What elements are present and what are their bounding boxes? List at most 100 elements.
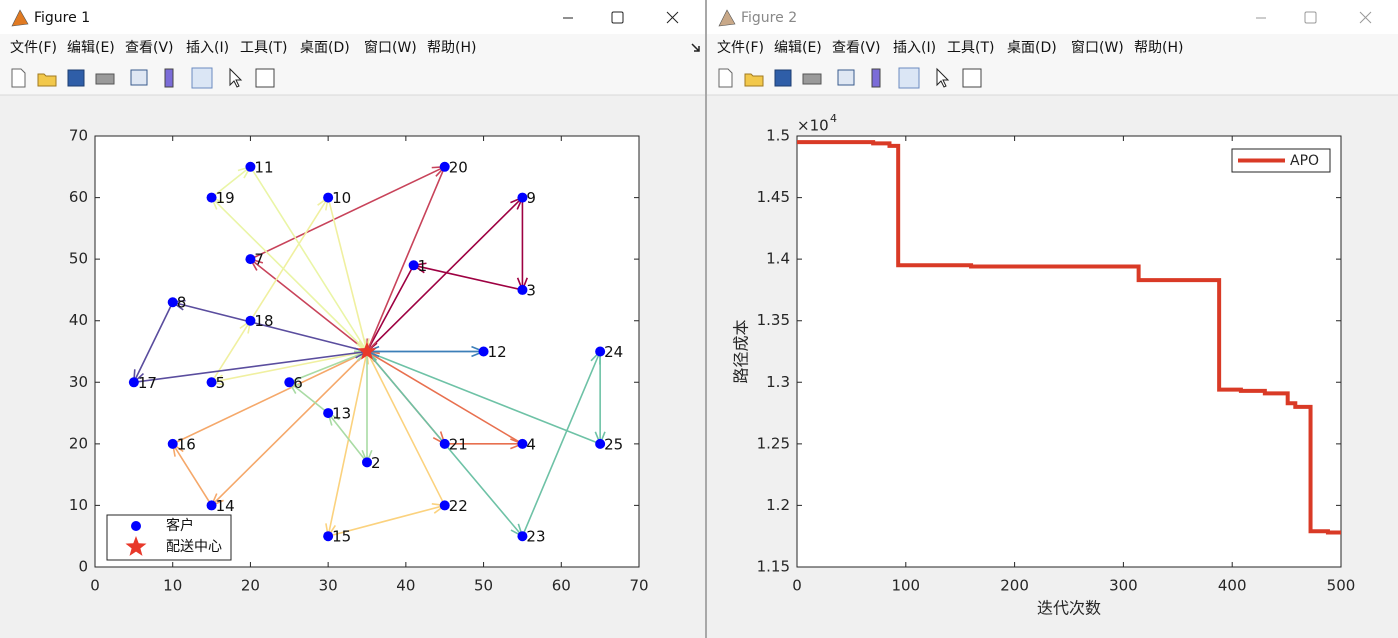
x-tick-label: 500 bbox=[1327, 577, 1356, 595]
menu-item[interactable]: 窗口(W) bbox=[1071, 39, 1124, 56]
menu-item[interactable]: 桌面(D) bbox=[1007, 40, 1057, 56]
y-tick-label: 60 bbox=[69, 188, 88, 206]
y-tick-label: 1.3 bbox=[766, 373, 790, 391]
y-tick-label: 1.5 bbox=[766, 127, 790, 145]
point-label: 9 bbox=[526, 189, 536, 207]
property-icon[interactable] bbox=[255, 68, 275, 88]
maximize-button[interactable] bbox=[611, 11, 624, 24]
legend-marker bbox=[125, 536, 147, 556]
customer-point bbox=[595, 346, 606, 357]
x-tick-label: 10 bbox=[163, 577, 182, 595]
open-icon[interactable] bbox=[37, 73, 57, 87]
y-tick-label: 50 bbox=[69, 250, 88, 268]
save-icon[interactable] bbox=[774, 69, 792, 87]
print-icon[interactable] bbox=[95, 73, 115, 85]
pointer-icon[interactable] bbox=[936, 67, 950, 88]
x-tick-label: 400 bbox=[1218, 577, 1247, 595]
point-label: 25 bbox=[604, 435, 623, 453]
menu-item[interactable]: 桌面(D) bbox=[300, 40, 350, 56]
y-axis-label: 路径成本 bbox=[732, 319, 751, 383]
colorbar-icon[interactable] bbox=[164, 68, 174, 88]
point-label: 3 bbox=[526, 281, 536, 299]
y-tick-label: 1.45 bbox=[757, 188, 790, 206]
legend-icon[interactable] bbox=[191, 67, 213, 89]
property-icon[interactable] bbox=[962, 68, 982, 88]
link-icon[interactable] bbox=[837, 69, 855, 86]
customer-point bbox=[439, 438, 450, 449]
x-tick-label: 60 bbox=[552, 577, 571, 595]
maximize-button[interactable] bbox=[1304, 11, 1317, 24]
axes-box bbox=[94, 135, 640, 568]
link-icon[interactable] bbox=[130, 69, 148, 86]
x-tick-label: 50 bbox=[474, 577, 493, 595]
legend-box bbox=[106, 514, 232, 561]
x-tick-label: 30 bbox=[319, 577, 338, 595]
point-label: 17 bbox=[138, 374, 157, 392]
menu-item[interactable]: 窗口(W) bbox=[364, 39, 417, 56]
legend-label: 配送中心 bbox=[166, 539, 222, 555]
point-label: 20 bbox=[449, 158, 468, 176]
menu-item[interactable]: 插入(I) bbox=[186, 40, 229, 56]
menu-bar bbox=[707, 34, 1398, 62]
print-icon[interactable] bbox=[802, 73, 822, 85]
point-label: 6 bbox=[293, 374, 303, 392]
legend-label: 客户 bbox=[166, 517, 194, 534]
x-tick-label: 100 bbox=[891, 577, 920, 595]
point-label: 4 bbox=[526, 435, 536, 453]
point-label: 8 bbox=[177, 294, 187, 312]
legend-icon[interactable] bbox=[898, 67, 920, 89]
menu-item[interactable]: 文件(F) bbox=[717, 40, 764, 56]
menu-item[interactable]: 插入(I) bbox=[893, 40, 936, 56]
x-tick-label: 200 bbox=[1000, 577, 1029, 595]
menu-item[interactable]: 编辑(E) bbox=[67, 40, 115, 56]
point-label: 22 bbox=[449, 497, 468, 515]
point-label: 11 bbox=[254, 158, 273, 176]
customer-point bbox=[517, 284, 528, 295]
customer-point bbox=[323, 192, 334, 203]
dock-button[interactable] bbox=[691, 43, 700, 52]
point-label: 14 bbox=[216, 497, 235, 515]
customer-point bbox=[245, 254, 256, 265]
customer-point bbox=[206, 500, 217, 511]
point-label: 2 bbox=[371, 454, 381, 472]
window-title: Figure 2 bbox=[741, 10, 797, 26]
customer-point bbox=[245, 161, 256, 172]
y-tick-label: 0 bbox=[78, 558, 88, 576]
y-tick-label: 70 bbox=[69, 127, 88, 145]
legend-label: APO bbox=[1290, 153, 1319, 169]
save-icon[interactable] bbox=[67, 69, 85, 87]
menu-item[interactable]: 编辑(E) bbox=[774, 40, 822, 56]
x-tick-label: 70 bbox=[629, 577, 648, 595]
plot-area bbox=[797, 136, 1341, 567]
customer-point bbox=[206, 377, 217, 388]
y-tick-label: 1.4 bbox=[766, 250, 790, 268]
close-button[interactable] bbox=[666, 11, 679, 24]
x-tick-label: 40 bbox=[396, 577, 415, 595]
point-label: 23 bbox=[526, 528, 545, 546]
menu-item[interactable]: 查看(V) bbox=[125, 40, 174, 56]
customer-point bbox=[128, 377, 139, 388]
toolbar bbox=[707, 62, 1398, 95]
customer-point bbox=[167, 438, 178, 449]
pointer-icon[interactable] bbox=[229, 67, 243, 88]
menu-item[interactable]: 工具(T) bbox=[947, 40, 994, 56]
y-tick-label: 1.2 bbox=[766, 496, 790, 514]
open-icon[interactable] bbox=[744, 73, 764, 87]
customer-point bbox=[323, 408, 334, 419]
menu-item[interactable]: 工具(T) bbox=[240, 40, 287, 56]
menu-item[interactable]: 文件(F) bbox=[10, 40, 57, 56]
new-icon[interactable] bbox=[11, 68, 26, 88]
new-icon[interactable] bbox=[718, 68, 733, 88]
menu-item[interactable]: 帮助(H) bbox=[427, 40, 476, 56]
menu-item[interactable]: 帮助(H) bbox=[1134, 40, 1183, 56]
customer-point bbox=[408, 260, 419, 271]
colorbar-icon[interactable] bbox=[871, 68, 881, 88]
point-label: 13 bbox=[332, 405, 351, 423]
y-tick-label: 10 bbox=[69, 496, 88, 514]
close-button[interactable] bbox=[1359, 11, 1372, 24]
x-tick-label: 300 bbox=[1109, 577, 1138, 595]
customer-point bbox=[167, 297, 178, 308]
menu-item[interactable]: 查看(V) bbox=[832, 40, 881, 56]
customer-point bbox=[517, 192, 528, 203]
y-tick-label: 1.25 bbox=[757, 434, 790, 452]
